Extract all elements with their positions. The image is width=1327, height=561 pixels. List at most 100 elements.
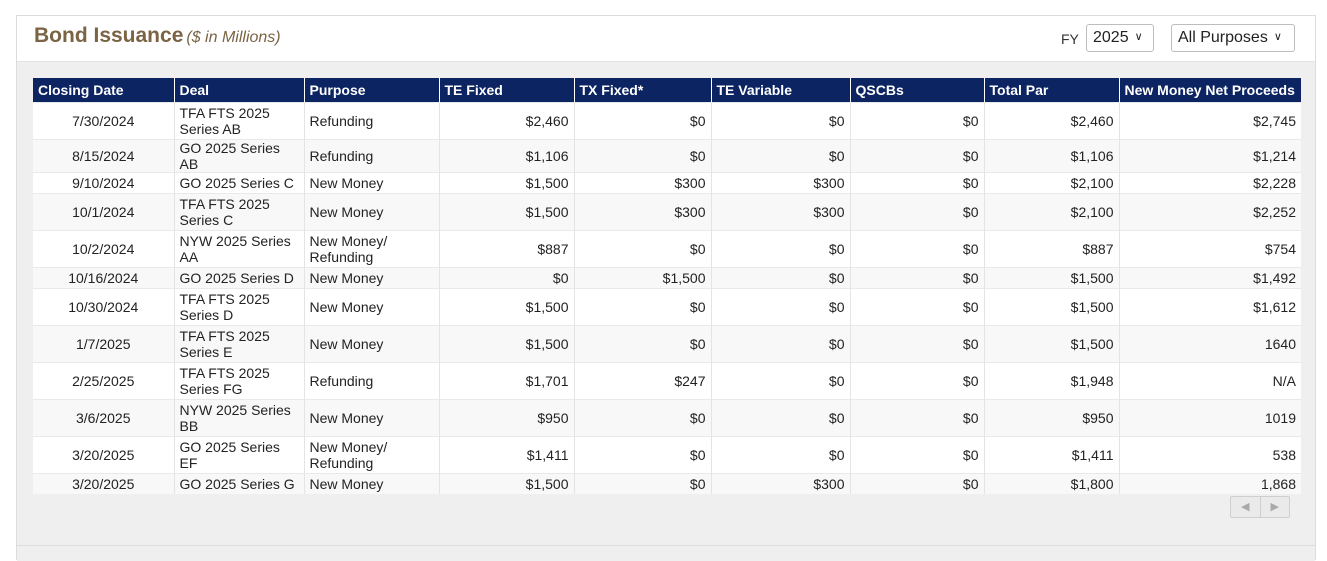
qscbs-cell: $0 (849, 399, 984, 437)
tx-fixed-cell: $0 (573, 473, 711, 494)
closing-date-cell: 1/7/2025 (33, 325, 174, 363)
total-par-cell: $1,500 (983, 288, 1119, 326)
deal-cell: GO 2025 Series D (173, 267, 304, 289)
tx-fixed-cell: $1,500 (573, 267, 711, 289)
net-proceeds-cell: N/A (1118, 362, 1301, 400)
purpose-cell: New Money (303, 267, 439, 289)
closing-date-cell: 2/25/2025 (33, 362, 174, 400)
net-proceeds-cell: $1,214 (1118, 139, 1301, 173)
table-row: 10/30/2024 TFA FTS 2025 Series D New Money… (33, 288, 1301, 326)
panel-header: Bond Issuance ($ in Millions) FY 2025 ∨ Al… (17, 16, 1315, 62)
purpose-cell: New Money (303, 399, 439, 437)
tx-fixed-cell: $300 (573, 193, 711, 231)
closing-date-cell: 9/10/2024 (33, 172, 174, 194)
te-fixed-cell: $1,411 (438, 436, 574, 474)
net-proceeds-cell: $2,745 (1118, 102, 1301, 140)
te-fixed-cell: $0 (438, 267, 574, 289)
closing-date-cell: 10/1/2024 (33, 193, 174, 231)
total-par-cell: $1,106 (983, 139, 1119, 173)
qscbs-cell: $0 (849, 193, 984, 231)
purpose-cell: New Money (303, 473, 439, 494)
title-subtitle: ($ in Millions) (186, 29, 281, 46)
next-page-button[interactable]: ▶ (1259, 497, 1290, 517)
closing-date-cell: 3/20/2025 (33, 436, 174, 474)
te-fixed-cell: $1,106 (438, 139, 574, 173)
deal-cell: GO 2025 Series G (173, 473, 304, 494)
total-par-cell: $887 (983, 230, 1119, 268)
te-fixed-cell: $1,500 (438, 473, 574, 494)
triangle-left-icon: ◀ (1241, 501, 1250, 513)
net-proceeds-cell: 1019 (1118, 399, 1301, 437)
deal-cell: TFA FTS 2025 Series C (173, 193, 304, 231)
net-proceeds-cell: 538 (1118, 436, 1301, 474)
te-variable-cell: $0 (710, 230, 850, 268)
te-variable-cell: $0 (710, 436, 850, 474)
table-row: 8/15/2024 GO 2025 Series AB Refunding $1,10… (33, 139, 1301, 173)
te-fixed-cell: $1,500 (438, 172, 574, 194)
tx-fixed-cell: $247 (573, 362, 711, 400)
table-row: 10/2/2024 NYW 2025 Series AA New Money/ Re… (33, 230, 1301, 268)
tx-fixed-cell: $300 (573, 172, 711, 194)
column-header: TE Variable (710, 78, 850, 103)
total-par-cell: $1,948 (983, 362, 1119, 400)
closing-date-cell: 7/30/2024 (33, 102, 174, 140)
closing-date-cell: 3/6/2025 (33, 399, 174, 437)
total-par-cell: $1,500 (983, 267, 1119, 289)
column-header: TX Fixed* (573, 78, 711, 103)
table-row: 2/25/2025 TFA FTS 2025 Series FG Refunding… (33, 362, 1301, 400)
chevron-down-icon: ∨ (1134, 31, 1143, 43)
te-fixed-cell: $950 (438, 399, 574, 437)
table-row: 10/16/2024 GO 2025 Series D New Money $0 $1,… (33, 267, 1301, 289)
te-variable-cell: $300 (710, 172, 850, 194)
net-proceeds-cell: $2,252 (1118, 193, 1301, 231)
te-fixed-cell: $887 (438, 230, 574, 268)
net-proceeds-cell: $1,492 (1118, 267, 1301, 289)
prev-page-button[interactable]: ◀ (1231, 497, 1260, 517)
te-fixed-cell: $1,500 (438, 288, 574, 326)
table-row: 3/20/2025 GO 2025 Series G New Money $1,500… (33, 473, 1301, 494)
qscbs-cell: $0 (849, 230, 984, 268)
deal-cell: TFA FTS 2025 Series FG (173, 362, 304, 400)
closing-date-cell: 10/30/2024 (33, 288, 174, 326)
purpose-cell: New Money (303, 288, 439, 326)
qscbs-cell: $0 (849, 102, 984, 140)
qscbs-cell: $0 (849, 288, 984, 326)
te-variable-cell: $300 (710, 473, 850, 494)
te-variable-cell: $0 (710, 267, 850, 289)
te-fixed-cell: $2,460 (438, 102, 574, 140)
table-header-row: Closing Date Deal Purpose TE Fixed TX Fixed*… (33, 78, 1301, 103)
total-par-cell: $1,411 (983, 436, 1119, 474)
deal-cell: NYW 2025 Series AA (173, 230, 304, 268)
te-variable-cell: $0 (710, 399, 850, 437)
qscbs-cell: $0 (849, 139, 984, 173)
total-par-cell: $2,100 (983, 193, 1119, 231)
total-par-cell: $1,500 (983, 325, 1119, 363)
table-row: 3/20/2025 GO 2025 Series EF New Money/ Ref… (33, 436, 1301, 474)
qscbs-cell: $0 (849, 362, 984, 400)
column-header: New Money Net Proceeds (1118, 78, 1301, 103)
total-par-cell: $2,100 (983, 172, 1119, 194)
table-area: Closing Date Deal Purpose TE Fixed TX Fixed*… (17, 62, 1315, 561)
qscbs-cell: $0 (849, 172, 984, 194)
closing-date-cell: 10/16/2024 (33, 267, 174, 289)
te-variable-cell: $0 (710, 362, 850, 400)
column-header: Closing Date (33, 78, 174, 103)
te-fixed-cell: $1,500 (438, 193, 574, 231)
qscbs-cell: $0 (849, 267, 984, 289)
tx-fixed-cell: $0 (573, 436, 711, 474)
qscbs-cell: $0 (849, 436, 984, 474)
deal-cell: TFA FTS 2025 Series D (173, 288, 304, 326)
fy-label: FY (1061, 31, 1079, 47)
title-text: Bond Issuance (34, 24, 184, 47)
triangle-right-icon: ▶ (1270, 501, 1279, 513)
deal-cell: TFA FTS 2025 Series AB (173, 102, 304, 140)
tx-fixed-cell: $0 (573, 325, 711, 363)
column-header: Total Par (983, 78, 1119, 103)
page-title: Bond Issuance ($ in Millions) (34, 24, 281, 48)
tx-fixed-cell: $0 (573, 399, 711, 437)
purpose-select[interactable]: All Purposes ∨ (1171, 24, 1295, 52)
net-proceeds-cell: 1,868 (1118, 473, 1301, 494)
fy-select[interactable]: 2025 ∨ (1086, 24, 1154, 52)
closing-date-cell: 8/15/2024 (33, 139, 174, 173)
purpose-cell: New Money (303, 193, 439, 231)
